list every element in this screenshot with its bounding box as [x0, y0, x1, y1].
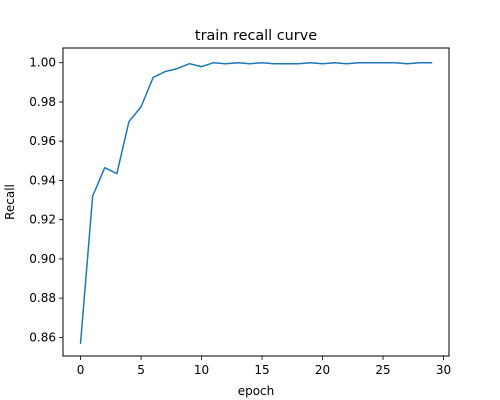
- y-tick-label: 0.94: [29, 173, 56, 187]
- y-axis: 0.86 0.88 0.90 0.92 0.94 0.96 0.98 1.00: [29, 56, 63, 344]
- y-tick-label: 0.98: [29, 95, 56, 109]
- x-tick-label: 15: [254, 363, 269, 377]
- y-axis-label: Recall: [3, 184, 17, 220]
- x-axis-label: epoch: [238, 384, 275, 398]
- x-tick-label: 20: [315, 363, 330, 377]
- chart-title: train recall curve: [195, 28, 317, 44]
- series-line-0: [79, 61, 433, 345]
- y-tick-label: 0.96: [29, 134, 56, 148]
- y-tick-label: 0.86: [29, 330, 56, 344]
- y-tick-label: 0.90: [29, 252, 56, 266]
- plot-frame: [62, 47, 450, 357]
- y-tick-label: 1.00: [29, 56, 56, 70]
- plot-series: [79, 61, 433, 345]
- x-tick-label: 30: [436, 363, 451, 377]
- x-tick-label: 10: [194, 363, 209, 377]
- x-axis: 0 5 10 15 20 25 30: [77, 356, 451, 377]
- x-tick-label: 0: [77, 363, 85, 377]
- x-tick-label: 5: [137, 363, 145, 377]
- y-tick-label: 0.92: [29, 213, 56, 227]
- x-tick-label: 25: [375, 363, 390, 377]
- y-tick-label: 0.88: [29, 291, 56, 305]
